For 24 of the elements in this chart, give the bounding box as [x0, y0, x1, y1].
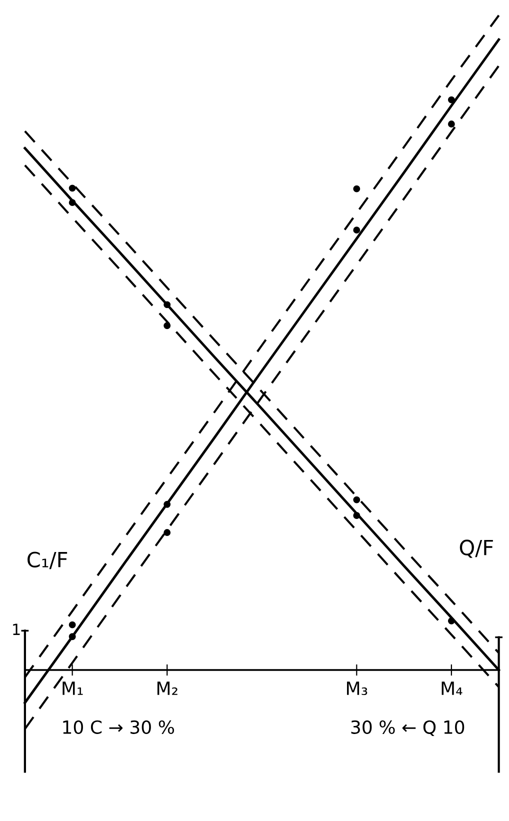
x-tick-label: M₂ — [157, 682, 178, 695]
annotation: 30 % ← Q 10 — [351, 720, 464, 736]
text: 1 — [13, 624, 20, 635]
point — [353, 496, 360, 504]
point — [164, 500, 171, 508]
point — [68, 184, 76, 192]
point — [448, 617, 455, 624]
annotation: 10 C → 30 % — [63, 720, 174, 734]
point — [68, 199, 76, 206]
x-tick-label: M₁ — [62, 682, 83, 695]
point — [68, 621, 76, 628]
point — [164, 322, 171, 330]
point — [353, 185, 360, 192]
text: C₁/F — [28, 552, 68, 570]
text: Q/F — [460, 540, 493, 558]
point — [353, 226, 360, 234]
point — [164, 301, 171, 308]
x-tick-label: M₃ — [347, 682, 368, 696]
point — [448, 96, 455, 104]
point — [68, 633, 76, 640]
point — [353, 512, 360, 519]
point — [448, 120, 455, 128]
point — [164, 529, 171, 536]
x-tick-label: M₄ — [442, 682, 462, 695]
